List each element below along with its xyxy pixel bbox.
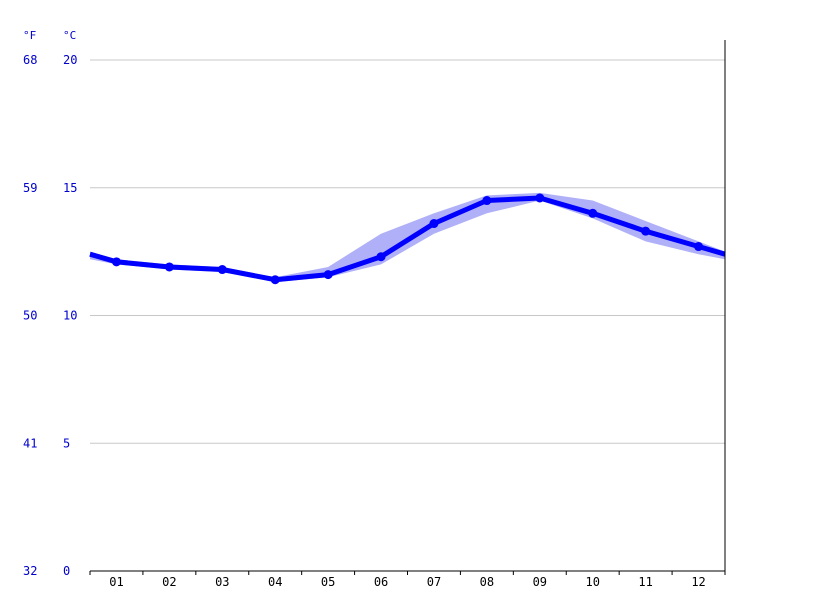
data-point-06 [376, 252, 386, 262]
ytick-c-label: 15 [63, 181, 77, 195]
gridlines [90, 59, 725, 444]
data-point-03 [217, 265, 227, 275]
series-line-path [89, 195, 726, 283]
ytick-c-label: 0 [63, 564, 70, 578]
tick-labels: 20 68 15 59 10 50 5 41 0 32 °F °C 01 02 03 04 05 06 07 08 09… [23, 29, 706, 589]
unit-f-label: °F [23, 29, 36, 42]
data-point-10 [588, 208, 598, 218]
axes [89, 40, 726, 575]
data-point-02 [164, 262, 174, 272]
data-point-07 [429, 219, 439, 229]
data-point-05 [323, 270, 333, 280]
data-point-09 [535, 193, 545, 203]
xtick-label: 11 [638, 575, 652, 589]
xtick-label: 05 [321, 575, 335, 589]
ytick-c-label: 5 [63, 436, 70, 450]
ytick-f-label: 32 [23, 564, 37, 578]
ytick-f-label: 59 [23, 181, 37, 195]
ytick-c-label: 20 [63, 53, 77, 67]
series-line [89, 195, 726, 283]
ytick-c-label: 10 [63, 309, 77, 323]
xtick-label: 02 [162, 575, 176, 589]
xtick-label: 06 [374, 575, 388, 589]
data-point-11 [641, 226, 651, 236]
xtick-label: 12 [691, 575, 705, 589]
data-point-12 [694, 242, 704, 252]
data-point-01 [111, 257, 121, 267]
ytick-f-label: 50 [23, 309, 37, 323]
xtick-label: 09 [533, 575, 547, 589]
xtick-label: 01 [109, 575, 123, 589]
ytick-f-label: 68 [23, 53, 37, 67]
data-points [111, 193, 704, 285]
ytick-f-label: 41 [23, 436, 37, 450]
xtick-label: 07 [427, 575, 441, 589]
xtick-label: 08 [480, 575, 494, 589]
xtick-label: 04 [268, 575, 282, 589]
xtick-label: 10 [585, 575, 599, 589]
data-point-04 [270, 275, 280, 285]
data-point-08 [482, 196, 492, 206]
unit-c-label: °C [63, 29, 76, 42]
xtick-label: 03 [215, 575, 229, 589]
